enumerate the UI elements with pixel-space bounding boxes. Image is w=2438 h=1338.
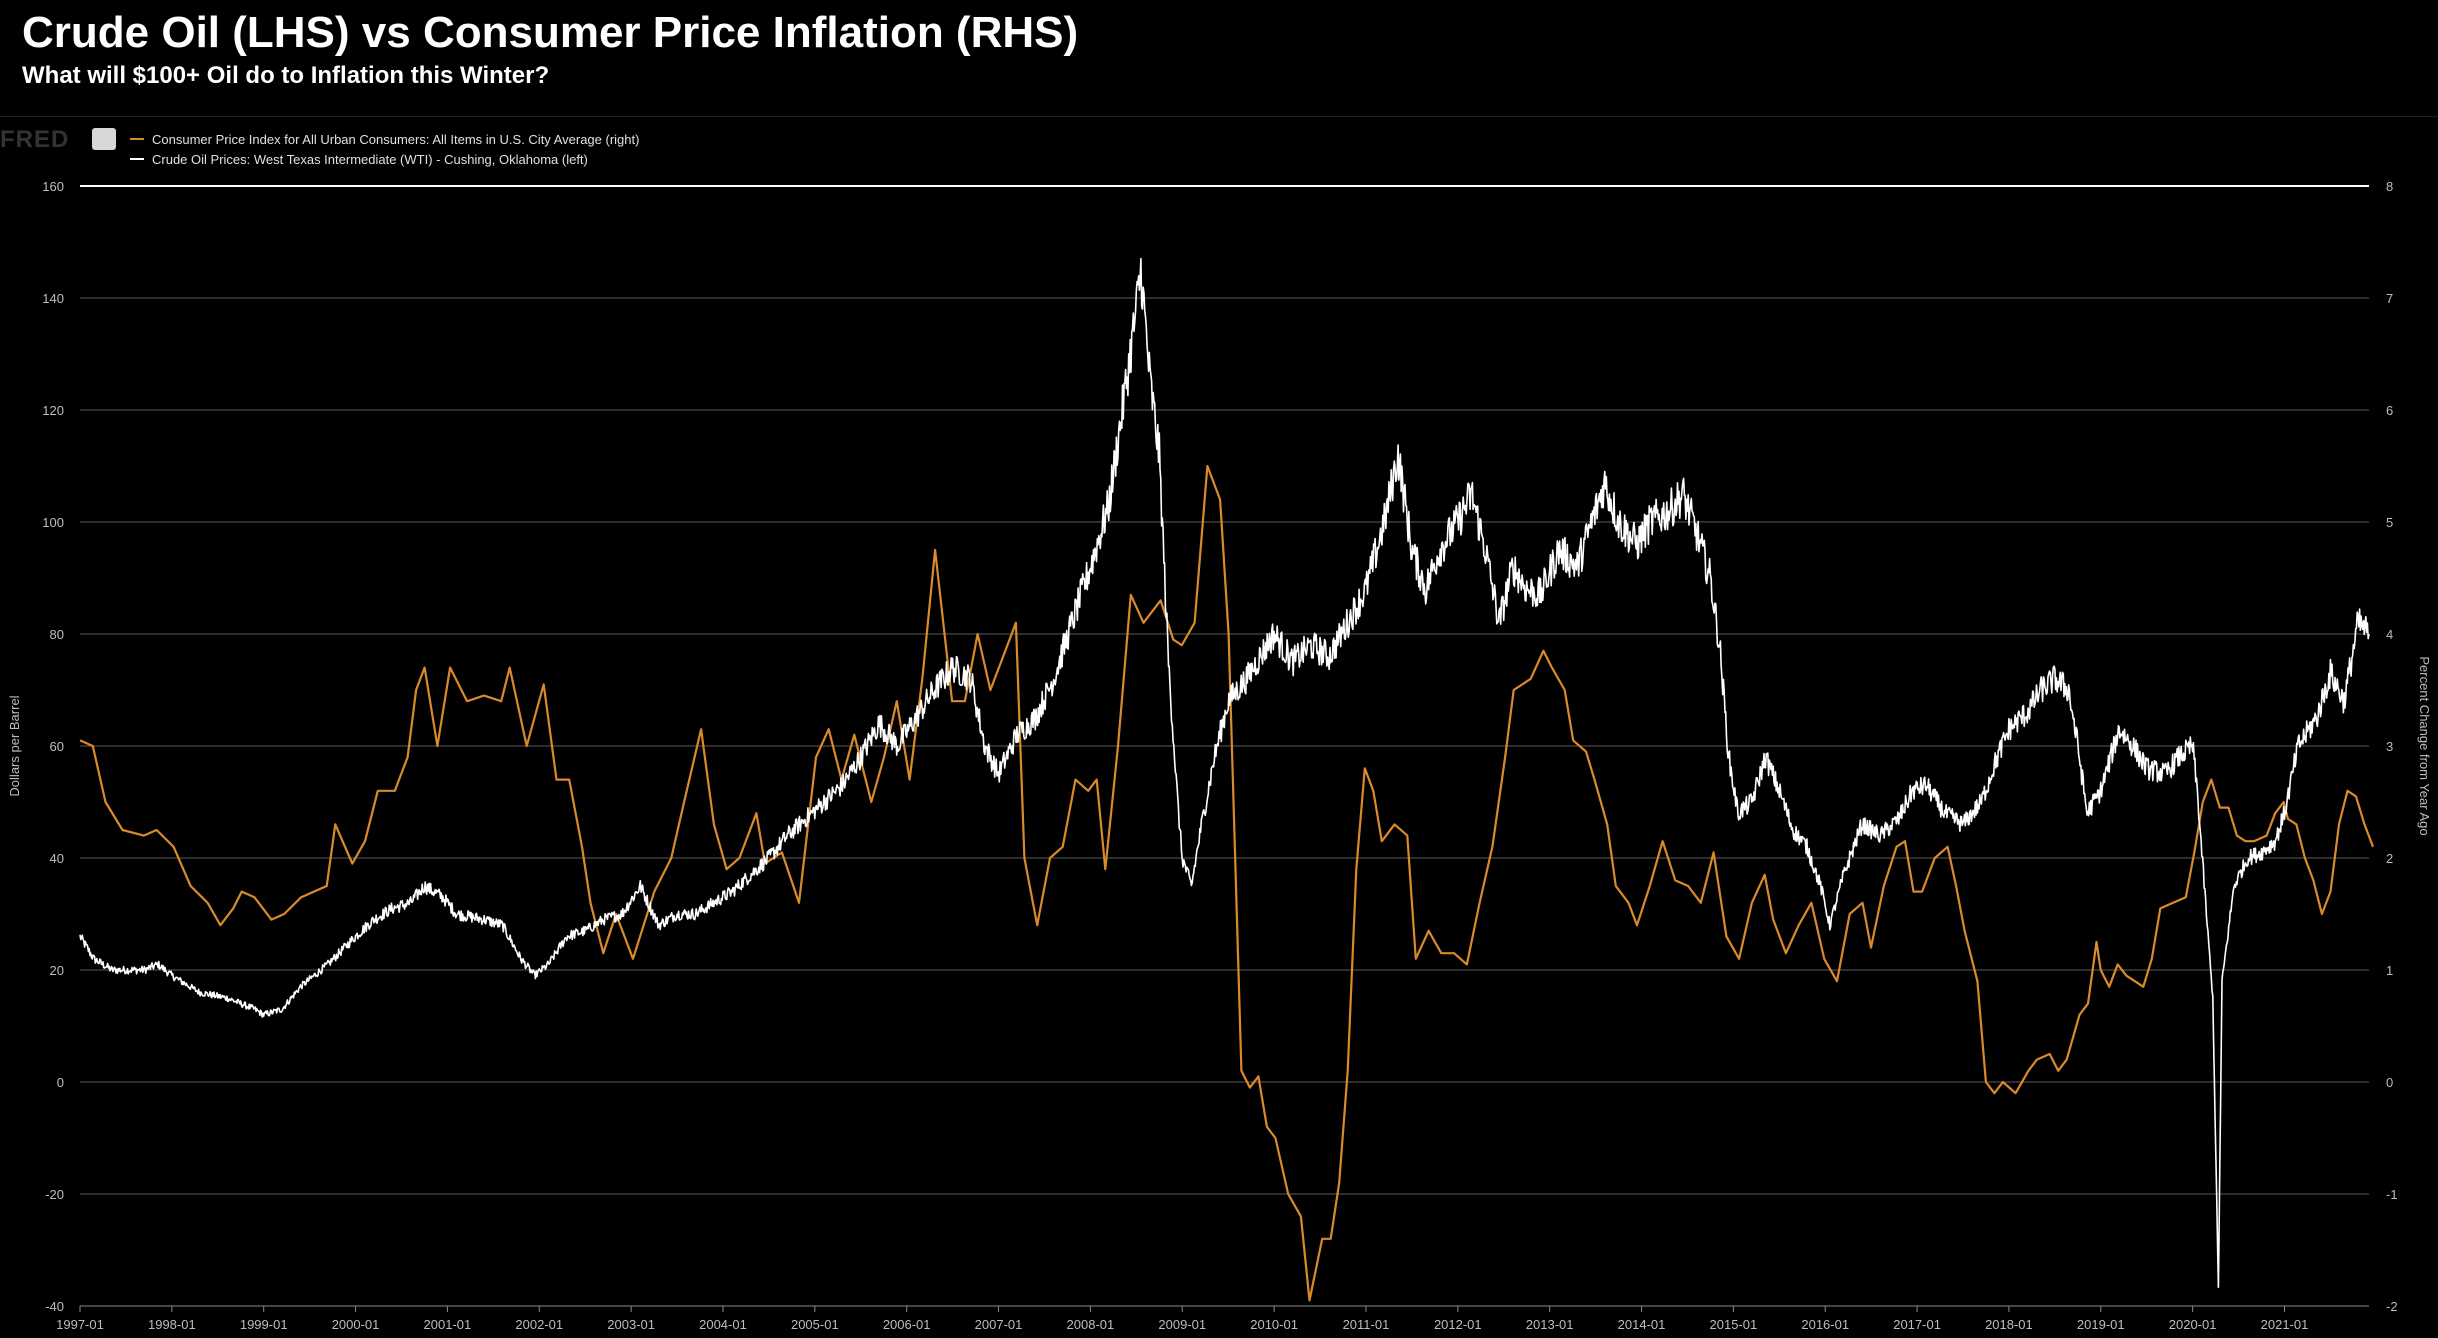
series-cpi-line: [79, 464, 2375, 1302]
x-tick-label: 2019-01: [2077, 1317, 2125, 1332]
left-tick-label: 40: [50, 851, 64, 866]
left-tick-label: 60: [50, 739, 64, 754]
x-tick-label: 2007-01: [975, 1317, 1023, 1332]
legend-label-cpi: Consumer Price Index for All Urban Consu…: [152, 131, 640, 147]
x-tick-label: 2011-01: [1343, 1317, 1390, 1332]
left-axis-title: Dollars per Barrel: [7, 695, 22, 796]
right-tick-label: 5: [2386, 515, 2393, 530]
left-tick-label: 120: [42, 403, 64, 418]
right-tick-label: 4: [2386, 627, 2393, 642]
chart-subtitle: What will $100+ Oil do to Inflation this…: [22, 62, 550, 89]
right-tick-label: 1: [2386, 963, 2393, 978]
right-axis-title: Percent Change from Year Ago: [2417, 656, 2432, 835]
x-tick-label: 2001-01: [424, 1317, 472, 1332]
x-tick-label: 2012-01: [1434, 1317, 1482, 1332]
x-tick-label: 2004-01: [699, 1317, 747, 1332]
x-tick-label: 2020-01: [2169, 1317, 2217, 1332]
x-tick-label: 2005-01: [791, 1317, 839, 1332]
chart-icon: [92, 128, 116, 150]
legend-item-oil: Crude Oil Prices: West Texas Intermediat…: [130, 149, 639, 169]
left-tick-label: 0: [57, 1075, 64, 1090]
legend-swatch-oil: [130, 158, 144, 160]
right-tick-label: 2: [2386, 851, 2393, 866]
x-tick-label: 2010-01: [1250, 1317, 1298, 1332]
x-tick-label: 2021-01: [2261, 1317, 2309, 1332]
x-tick-label: 2018-01: [1985, 1317, 2033, 1332]
left-tick-label: 160: [42, 179, 64, 194]
right-tick-label: 6: [2386, 403, 2393, 418]
x-tick-label: 2013-01: [1526, 1317, 1574, 1332]
right-tick-label: 8: [2386, 179, 2393, 194]
x-tick-label: 2003-01: [607, 1317, 655, 1332]
x-tick-label: 2006-01: [883, 1317, 931, 1332]
left-tick-label: 80: [50, 627, 64, 642]
right-tick-label: 0: [2386, 1075, 2393, 1090]
left-tick-label: -20: [45, 1187, 64, 1202]
x-tick-label: 2008-01: [1067, 1317, 1115, 1332]
legend-label-oil: Crude Oil Prices: West Texas Intermediat…: [152, 151, 588, 167]
right-tick-label: 3: [2386, 739, 2393, 754]
header-divider: [0, 116, 2438, 117]
right-tick-label: -2: [2386, 1299, 2398, 1314]
chart-title: Crude Oil (LHS) vs Consumer Price Inflat…: [22, 8, 1079, 57]
legend: Consumer Price Index for All Urban Consu…: [130, 129, 639, 169]
right-tick-label: 7: [2386, 291, 2393, 306]
left-tick-label: 20: [50, 963, 64, 978]
left-tick-label: -40: [45, 1299, 64, 1314]
legend-swatch-cpi: [130, 138, 144, 140]
x-tick-label: 2017-01: [1893, 1317, 1941, 1332]
x-tick-label: 2016-01: [1801, 1317, 1849, 1332]
x-tick-label: 2014-01: [1618, 1317, 1666, 1332]
x-tick-label: 1998-01: [148, 1317, 196, 1332]
x-tick-label: 1999-01: [240, 1317, 288, 1332]
x-tick-label: 2015-01: [1710, 1317, 1758, 1332]
x-tick-label: 2000-01: [332, 1317, 380, 1332]
left-tick-label: 140: [42, 291, 64, 306]
x-tick-label: 2009-01: [1158, 1317, 1206, 1332]
series-oil-line: [79, 257, 2370, 1288]
legend-item-cpi: Consumer Price Index for All Urban Consu…: [130, 129, 639, 149]
right-tick-label: -1: [2386, 1187, 2398, 1202]
left-tick-label: 100: [42, 515, 64, 530]
fred-logo: FRED: [0, 126, 70, 153]
x-tick-label: 1997-01: [56, 1317, 104, 1332]
x-tick-label: 2002-01: [515, 1317, 563, 1332]
